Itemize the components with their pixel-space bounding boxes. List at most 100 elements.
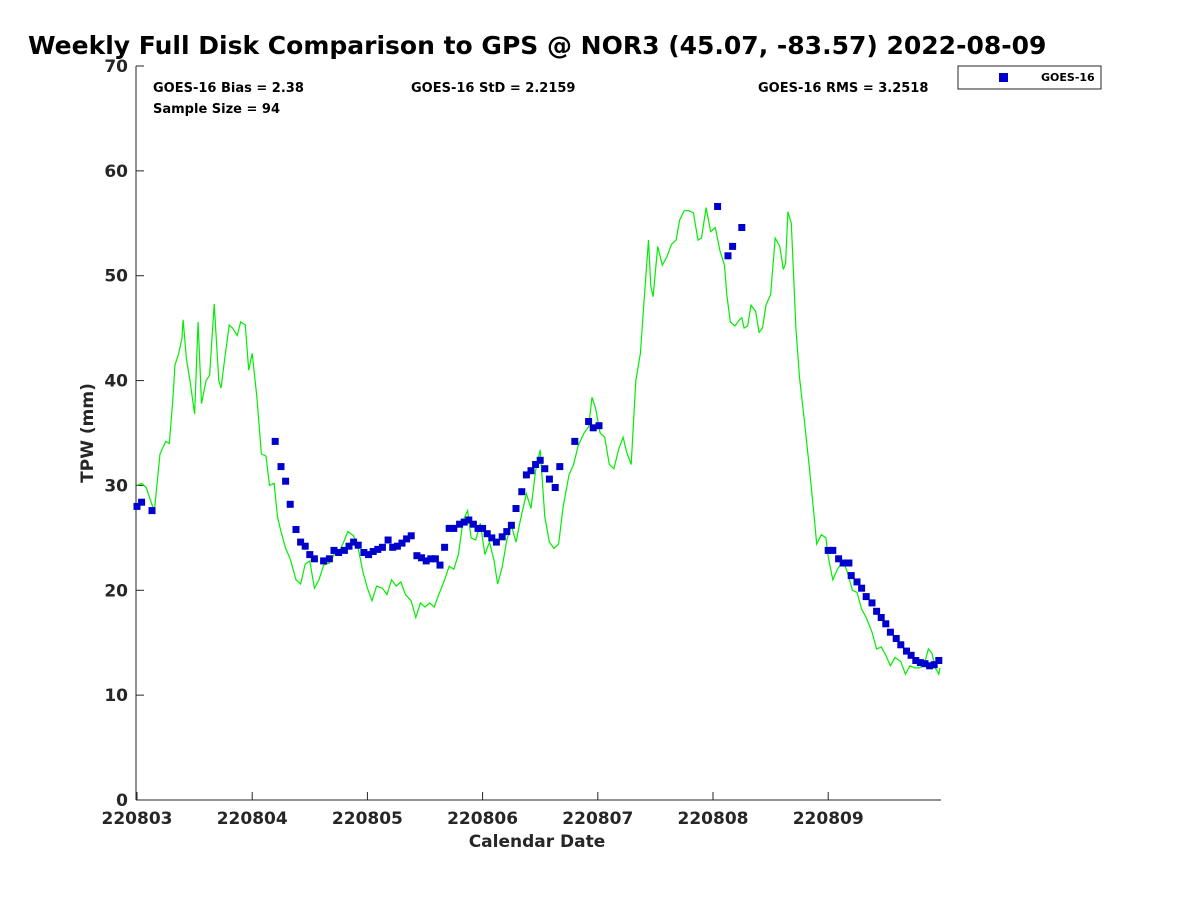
x-tick-label: 220806 bbox=[447, 809, 518, 829]
x-tick-label: 220808 bbox=[678, 809, 749, 829]
goes16-data-point bbox=[921, 660, 929, 668]
goes16-data-point bbox=[479, 524, 487, 532]
goes16-data-point bbox=[912, 657, 920, 664]
y-tick-label: 0 bbox=[116, 791, 128, 811]
goes16-data-point bbox=[345, 542, 353, 550]
goes16-data-point bbox=[418, 554, 425, 562]
goes16-data-point bbox=[839, 559, 847, 567]
goes16-data-point bbox=[310, 555, 318, 563]
goes16-data-point bbox=[286, 500, 294, 508]
bias-stat: GOES-16 Bias = 2.38 bbox=[153, 81, 304, 96]
legend-label-goes16: GOES-16 bbox=[1041, 71, 1095, 84]
goes16-data-point bbox=[724, 252, 732, 260]
goes16-data-point bbox=[369, 548, 377, 555]
legend: GOES-16 bbox=[957, 65, 1102, 90]
goes16-data-point bbox=[498, 533, 506, 541]
y-axis-ticks: 0 10 20 30 40 50 60 70 bbox=[104, 57, 144, 811]
goes16-data-point bbox=[522, 471, 530, 479]
goes16-data-point bbox=[595, 422, 603, 430]
goes16-data-point bbox=[527, 467, 535, 475]
goes16-data-point bbox=[407, 532, 415, 540]
goes16-data-point bbox=[892, 635, 900, 642]
goes16-data-point bbox=[545, 475, 553, 483]
goes16-data-point bbox=[738, 224, 746, 231]
goes16-data-point bbox=[325, 555, 333, 563]
goes16-data-point bbox=[532, 461, 540, 468]
goes16-data-point bbox=[492, 538, 500, 546]
goes16-data-point bbox=[853, 578, 861, 586]
x-tick-label: 220803 bbox=[102, 809, 173, 829]
y-tick-label: 40 bbox=[104, 372, 128, 392]
goes16-data-point bbox=[374, 545, 382, 553]
goes16-data-point bbox=[541, 465, 549, 473]
goes16-data-point bbox=[340, 546, 348, 554]
goes16-data-point bbox=[556, 463, 564, 471]
goes16-marker-series bbox=[133, 203, 943, 670]
goes16-data-point bbox=[148, 507, 156, 515]
goes16-data-point bbox=[138, 498, 146, 506]
goes16-data-point bbox=[907, 651, 915, 659]
chart-title: Weekly Full Disk Comparison to GPS @ NOR… bbox=[28, 31, 1046, 60]
plot-area bbox=[135, 66, 941, 801]
rms-stat: GOES-16 RMS = 3.2518 bbox=[758, 81, 928, 96]
goes16-data-point bbox=[589, 424, 597, 432]
goes16-data-point bbox=[714, 203, 722, 210]
goes16-data-point bbox=[845, 559, 853, 567]
goes16-data-point bbox=[403, 535, 411, 543]
goes16-data-point bbox=[306, 551, 314, 559]
goes16-data-point bbox=[431, 555, 439, 563]
gps-tpw-line bbox=[136, 207, 941, 676]
goes16-data-point bbox=[877, 614, 885, 621]
y-tick-label: 60 bbox=[104, 162, 128, 182]
goes16-data-point bbox=[829, 546, 837, 554]
goes16-data-point bbox=[389, 543, 397, 551]
goes16-data-point bbox=[450, 524, 458, 532]
legend-marker bbox=[999, 73, 1008, 82]
goes16-data-point bbox=[354, 541, 362, 549]
goes16-data-point bbox=[413, 552, 421, 560]
goes16-data-point bbox=[469, 520, 477, 528]
goes16-data-point bbox=[393, 542, 401, 550]
std-stat: GOES-16 StD = 2.2159 bbox=[411, 81, 575, 96]
goes16-data-point bbox=[133, 502, 141, 510]
goes16-data-point bbox=[903, 647, 910, 655]
x-tick-label: 220805 bbox=[332, 809, 403, 829]
goes16-data-point bbox=[729, 242, 737, 250]
goes16-data-point bbox=[460, 518, 468, 526]
y-tick-label: 10 bbox=[104, 686, 128, 706]
goes16-data-point bbox=[483, 530, 491, 538]
goes16-data-point bbox=[378, 543, 386, 551]
goes16-data-point bbox=[465, 516, 473, 524]
y-axis-label: TPW (mm) bbox=[78, 383, 98, 483]
goes16-data-point bbox=[897, 641, 905, 649]
goes16-data-point bbox=[868, 599, 876, 607]
goes16-data-point bbox=[862, 593, 870, 601]
goes16-data-point bbox=[935, 657, 943, 664]
goes16-data-point bbox=[926, 662, 934, 670]
goes16-data-point bbox=[824, 546, 832, 554]
goes16-data-point bbox=[384, 536, 392, 544]
goes16-data-point bbox=[882, 620, 890, 628]
goes16-data-point bbox=[282, 477, 290, 485]
goes16-data-point bbox=[441, 543, 449, 551]
goes16-data-point bbox=[873, 607, 881, 615]
goes16-data-point bbox=[571, 437, 579, 445]
goes16-data-point bbox=[507, 521, 515, 529]
goes16-data-point bbox=[330, 546, 338, 554]
goes16-data-point bbox=[398, 539, 406, 547]
y-tick-label: 70 bbox=[104, 57, 128, 77]
goes16-data-point bbox=[292, 526, 300, 533]
goes16-data-point bbox=[350, 538, 358, 546]
goes16-data-point bbox=[585, 418, 593, 425]
goes16-data-point bbox=[320, 557, 328, 565]
goes16-data-point bbox=[456, 520, 464, 528]
y-tick-label: 30 bbox=[104, 476, 128, 496]
goes16-data-point bbox=[488, 534, 496, 542]
goes16-data-point bbox=[427, 555, 435, 563]
goes16-data-point bbox=[422, 557, 430, 565]
sample-size-stat: Sample Size = 94 bbox=[153, 102, 280, 117]
goes16-data-point bbox=[445, 524, 453, 532]
goes16-data-point bbox=[277, 463, 285, 471]
goes16-data-point bbox=[271, 437, 279, 445]
goes16-data-point bbox=[835, 555, 843, 563]
